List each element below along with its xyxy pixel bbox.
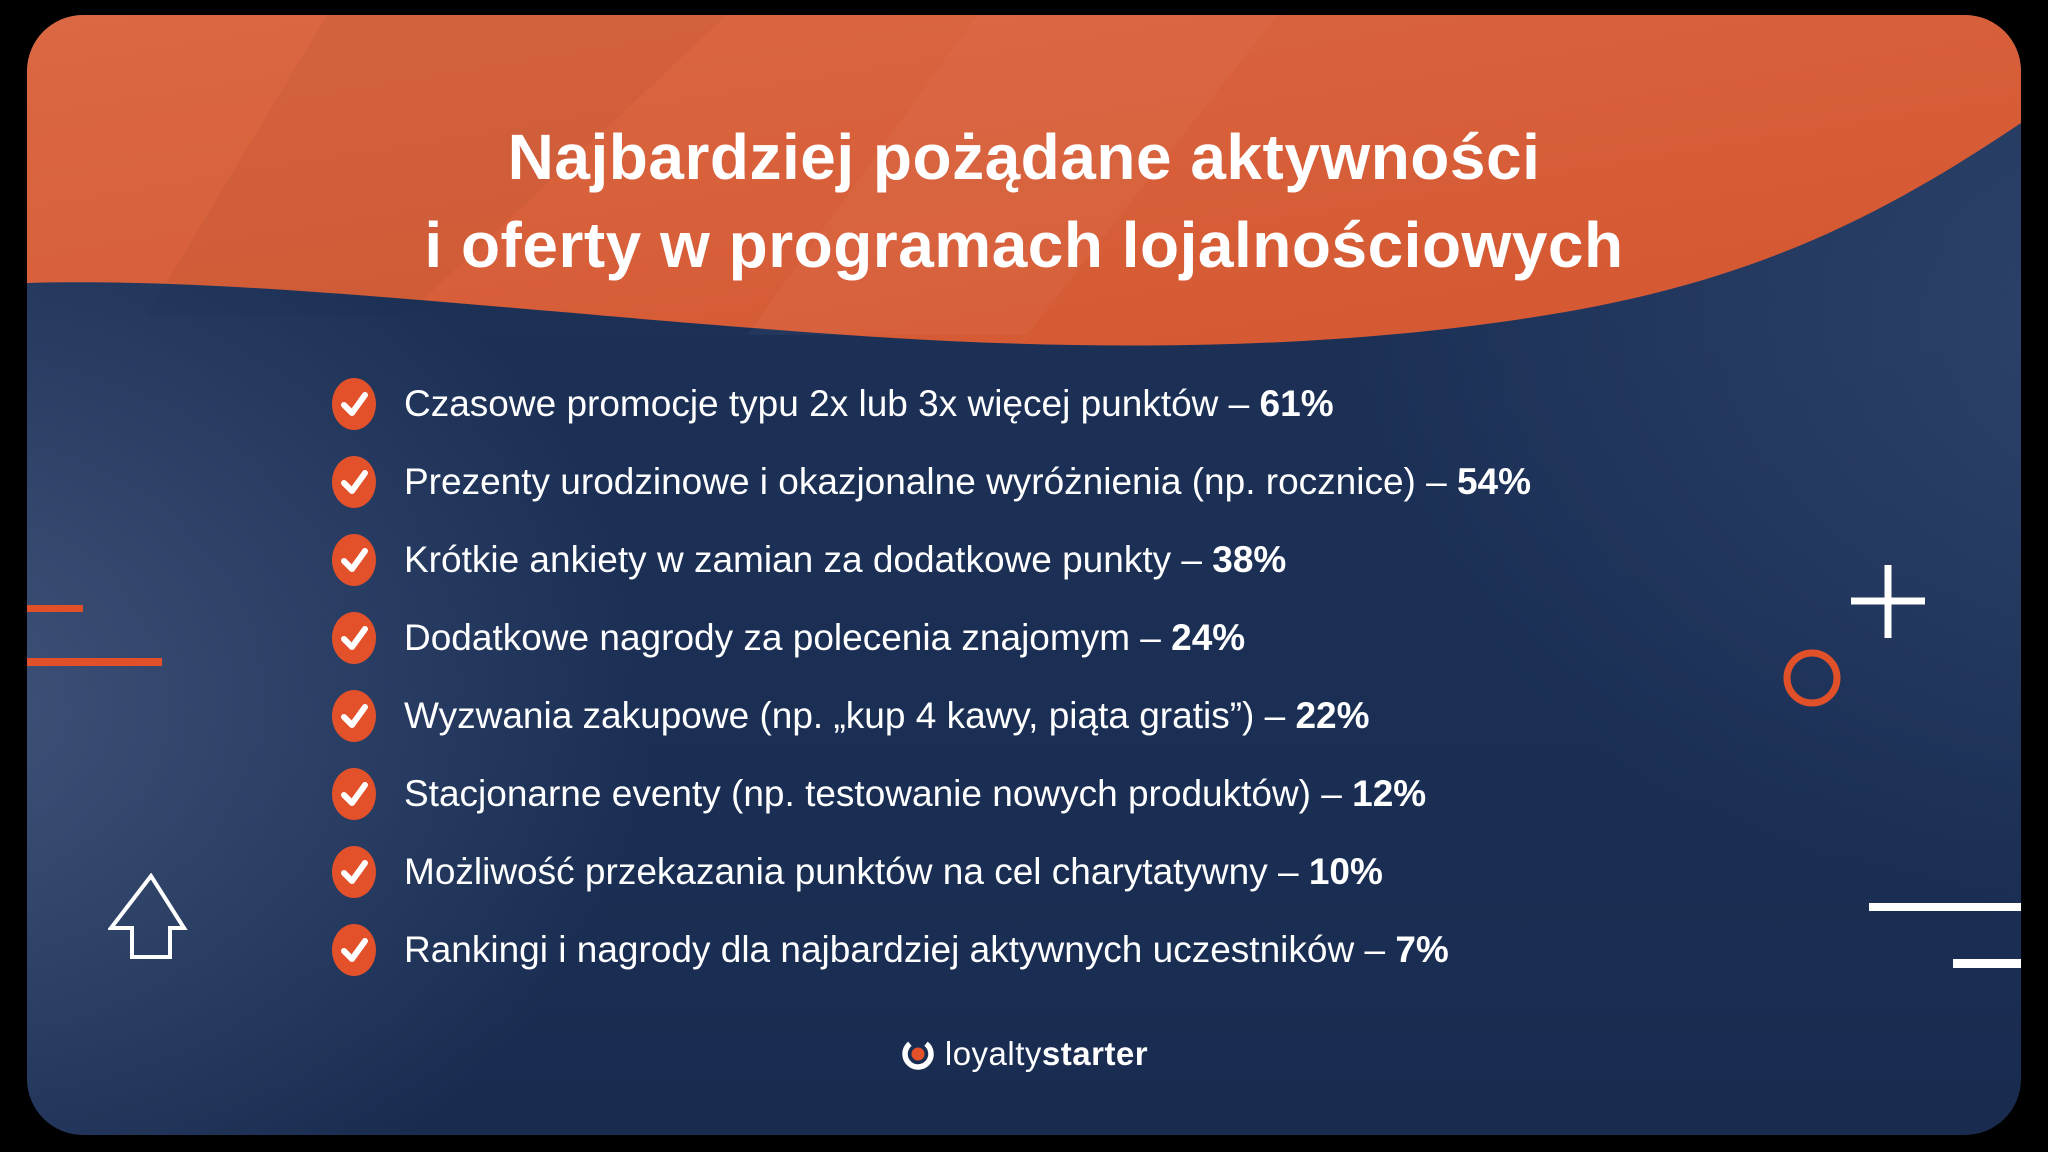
arrow-up-icon <box>108 873 188 959</box>
list-item: Prezenty urodzinowe i okazjonalne wyróżn… <box>332 456 1531 508</box>
check-icon <box>332 924 376 976</box>
page-title-line1: Najbardziej pożądane aktywności <box>507 121 1541 193</box>
item-value: 7% <box>1395 929 1449 970</box>
check-icon <box>332 612 376 664</box>
item-value: 38% <box>1212 539 1287 580</box>
page-title: Najbardziej pożądane aktywności i oferty… <box>27 113 2021 289</box>
list-item: Krótkie ankiety w zamian za dodatkowe pu… <box>332 534 1531 586</box>
logo-text-bold: starter <box>1041 1035 1149 1072</box>
list-item: Możliwość przekazania punktów na cel cha… <box>332 846 1531 898</box>
item-label: Prezenty urodzinowe i okazjonalne wyróżn… <box>404 461 1457 502</box>
item-label: Możliwość przekazania punktów na cel cha… <box>404 851 1309 892</box>
list-item: Czasowe promocje typu 2x lub 3x więcej p… <box>332 378 1531 430</box>
item-value: 61% <box>1259 383 1334 424</box>
plus-icon <box>1851 565 1925 638</box>
check-icon <box>332 690 376 742</box>
item-label: Rankingi i nagrody dla najbardziej aktyw… <box>404 929 1396 970</box>
check-icon <box>332 378 376 430</box>
list-item: Rankingi i nagrody dla najbardziej aktyw… <box>332 924 1531 976</box>
checklist: Czasowe promocje typu 2x lub 3x więcej p… <box>332 378 1531 976</box>
header-wave <box>27 15 2021 346</box>
orange-line-short <box>27 605 83 612</box>
item-value: 12% <box>1352 773 1427 814</box>
item-value: 10% <box>1308 851 1383 892</box>
item-value: 54% <box>1456 461 1532 502</box>
check-icon <box>332 534 376 586</box>
logo-text-regular: loyalty <box>944 1035 1042 1072</box>
logo-icon <box>902 1038 934 1070</box>
infographic-card: Najbardziej pożądane aktywności i oferty… <box>27 15 2021 1135</box>
page-title-line2: i oferty w programach lojalnościowych <box>424 209 1624 281</box>
check-icon <box>332 456 376 508</box>
list-item: Dodatkowe nagrody za polecenia znajomym … <box>332 612 1531 664</box>
check-icon <box>332 768 376 820</box>
logo: loyaltystarter <box>27 1035 2021 1073</box>
item-label: Wyzwania zakupowe (np. „kup 4 kawy, piąt… <box>404 695 1296 736</box>
item-label: Stacjonarne eventy (np. testowanie nowyc… <box>404 773 1353 814</box>
list-item: Stacjonarne eventy (np. testowanie nowyc… <box>332 768 1531 820</box>
white-line-short <box>1953 959 2021 968</box>
white-line-long <box>1869 903 2021 911</box>
item-value: 24% <box>1171 617 1246 658</box>
item-label: Krótkie ankiety w zamian za dodatkowe pu… <box>404 539 1213 580</box>
item-label: Czasowe promocje typu 2x lub 3x więcej p… <box>404 383 1260 424</box>
item-label: Dodatkowe nagrody za polecenia znajomym … <box>404 617 1172 658</box>
orange-line-long <box>27 658 162 666</box>
logo-wordmark: loyaltystarter <box>945 1035 1148 1073</box>
circle-outline-icon <box>1783 649 1841 707</box>
list-item: Wyzwania zakupowe (np. „kup 4 kawy, piąt… <box>332 690 1531 742</box>
item-value: 22% <box>1295 695 1370 736</box>
check-icon <box>332 846 376 898</box>
